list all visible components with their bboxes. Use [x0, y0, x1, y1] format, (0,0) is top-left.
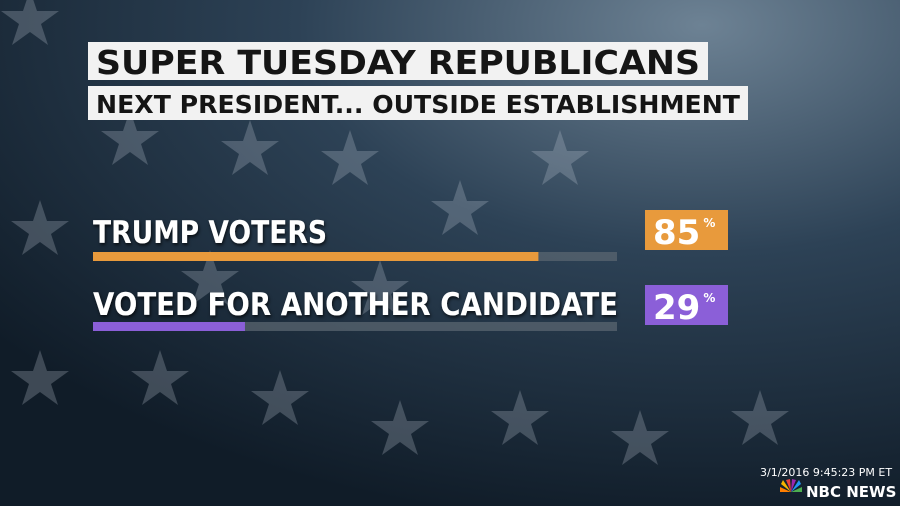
bar-track [93, 322, 617, 331]
subtitle: NEXT PRESIDENT... OUTSIDE ESTABLISHMENT [96, 90, 740, 119]
bar [93, 322, 245, 331]
timestamp: 3/1/2016 9:45:23 PM ET [760, 466, 892, 479]
subtitle-box [88, 86, 748, 120]
title: SUPER TUESDAY REPUBLICANS [96, 43, 700, 82]
category-label: TRUMP VOTERS [93, 215, 327, 251]
bar [93, 252, 539, 261]
value-label: 29% [653, 288, 715, 328]
value-label: 85% [653, 213, 715, 253]
category-label: VOTED FOR ANOTHER CANDIDATE [93, 287, 618, 323]
network-logo: NBC NEWS [806, 483, 896, 501]
title-box [88, 42, 708, 80]
value-box [645, 285, 728, 325]
peacock [780, 479, 802, 492]
value-box [645, 210, 728, 250]
